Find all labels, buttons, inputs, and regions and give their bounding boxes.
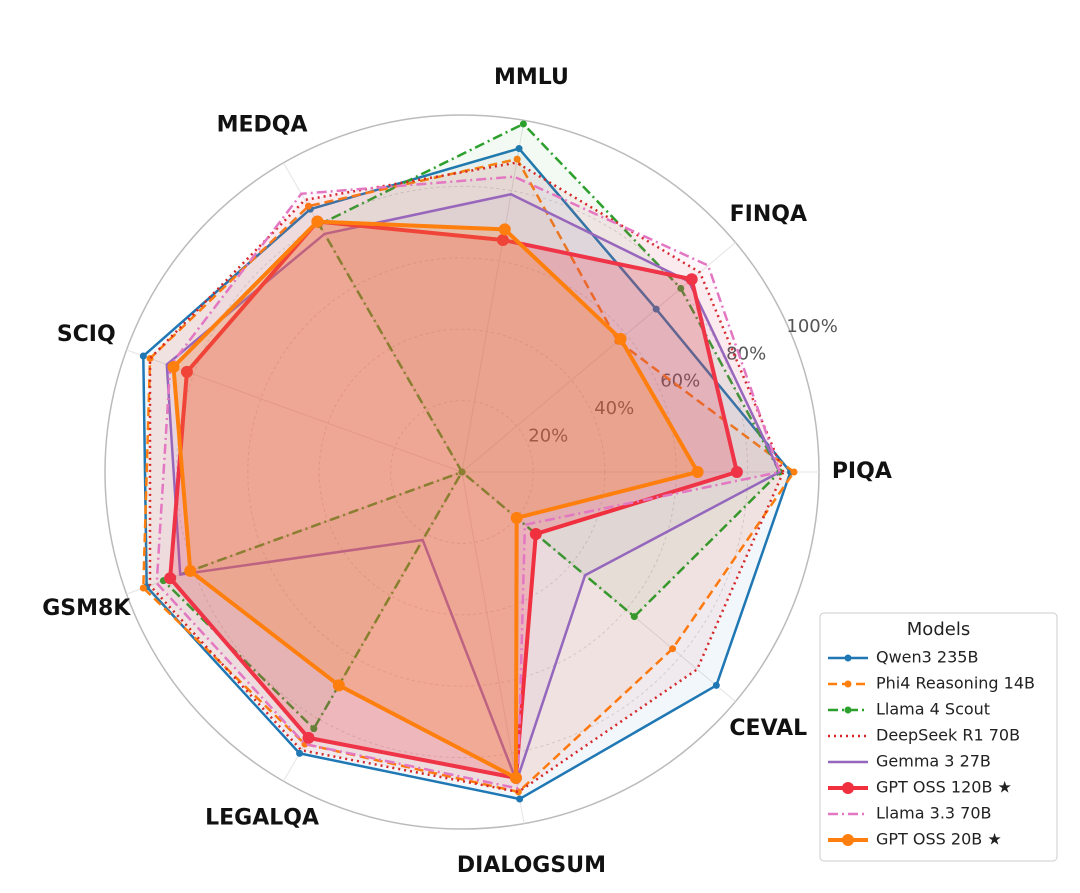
marker bbox=[311, 215, 324, 228]
marker bbox=[164, 572, 177, 585]
marker bbox=[516, 795, 524, 803]
marker bbox=[139, 584, 147, 592]
legend-label: GPT OSS 120B ★ bbox=[876, 778, 1012, 797]
legend-label: GPT OSS 20B ★ bbox=[876, 830, 1002, 849]
marker bbox=[310, 725, 318, 733]
marker bbox=[514, 788, 522, 796]
marker bbox=[730, 466, 743, 478]
marker bbox=[652, 305, 660, 313]
legend-label: Llama 3.3 70B bbox=[876, 804, 992, 823]
category-label: DIALOGSUM bbox=[457, 853, 606, 878]
legend-marker bbox=[844, 706, 852, 714]
marker bbox=[184, 564, 197, 577]
marker bbox=[496, 233, 509, 246]
r-tick-label: 40% bbox=[594, 398, 634, 419]
legend-label: DeepSeek R1 70B bbox=[876, 726, 1020, 745]
series-area bbox=[142, 157, 796, 794]
marker bbox=[515, 145, 523, 153]
marker bbox=[167, 360, 180, 373]
r-tick-label: 100% bbox=[786, 316, 837, 337]
category-label: FINQA bbox=[730, 202, 807, 227]
category-label: SCIQ bbox=[57, 322, 116, 347]
legend-box bbox=[819, 612, 1058, 862]
marker bbox=[509, 771, 522, 784]
marker bbox=[529, 527, 542, 540]
marker bbox=[458, 468, 466, 476]
marker bbox=[669, 645, 677, 653]
marker bbox=[304, 202, 312, 210]
r-tick-label: 80% bbox=[726, 343, 766, 364]
category-label: GSM8K bbox=[42, 596, 131, 621]
marker bbox=[180, 365, 193, 378]
marker bbox=[614, 332, 627, 345]
legend-label: Phi4 Reasoning 14B bbox=[876, 674, 1035, 693]
legend-marker bbox=[842, 834, 854, 846]
legend-marker bbox=[844, 680, 852, 688]
series-area bbox=[168, 219, 739, 780]
series-area bbox=[171, 219, 700, 780]
legend-title: Models bbox=[907, 619, 970, 640]
legend-label: Llama 4 Scout bbox=[876, 700, 990, 719]
r-tick-label: 20% bbox=[528, 425, 568, 446]
legend-marker bbox=[842, 782, 854, 794]
category-label: PIQA bbox=[832, 459, 892, 484]
marker bbox=[510, 511, 523, 524]
marker bbox=[513, 155, 521, 163]
category-label: MMLU bbox=[494, 65, 569, 90]
category-label: CEVAL bbox=[729, 716, 807, 741]
marker bbox=[332, 679, 345, 692]
category-label: LEGALQA bbox=[205, 805, 319, 830]
marker bbox=[691, 466, 704, 478]
marker bbox=[519, 120, 527, 128]
spoke bbox=[461, 471, 736, 702]
marker bbox=[677, 284, 685, 292]
marker bbox=[712, 681, 720, 689]
legend-marker bbox=[844, 654, 852, 662]
marker bbox=[498, 223, 511, 236]
series-area bbox=[148, 161, 785, 794]
legend-label: Qwen3 235B bbox=[876, 648, 978, 667]
series-area bbox=[165, 193, 781, 783]
spoke bbox=[461, 120, 525, 473]
marker bbox=[139, 352, 147, 360]
legend-label: Gemma 3 27B bbox=[876, 752, 991, 771]
marker bbox=[685, 273, 698, 286]
category-label: MEDQA bbox=[217, 113, 308, 138]
series-area bbox=[142, 147, 792, 801]
r-tick-label: 60% bbox=[660, 371, 700, 392]
series-area bbox=[155, 175, 781, 790]
spoke bbox=[461, 471, 525, 824]
marker bbox=[302, 731, 315, 744]
marker bbox=[296, 749, 304, 757]
marker bbox=[790, 468, 798, 476]
series-area bbox=[162, 122, 781, 730]
marker bbox=[630, 613, 638, 621]
